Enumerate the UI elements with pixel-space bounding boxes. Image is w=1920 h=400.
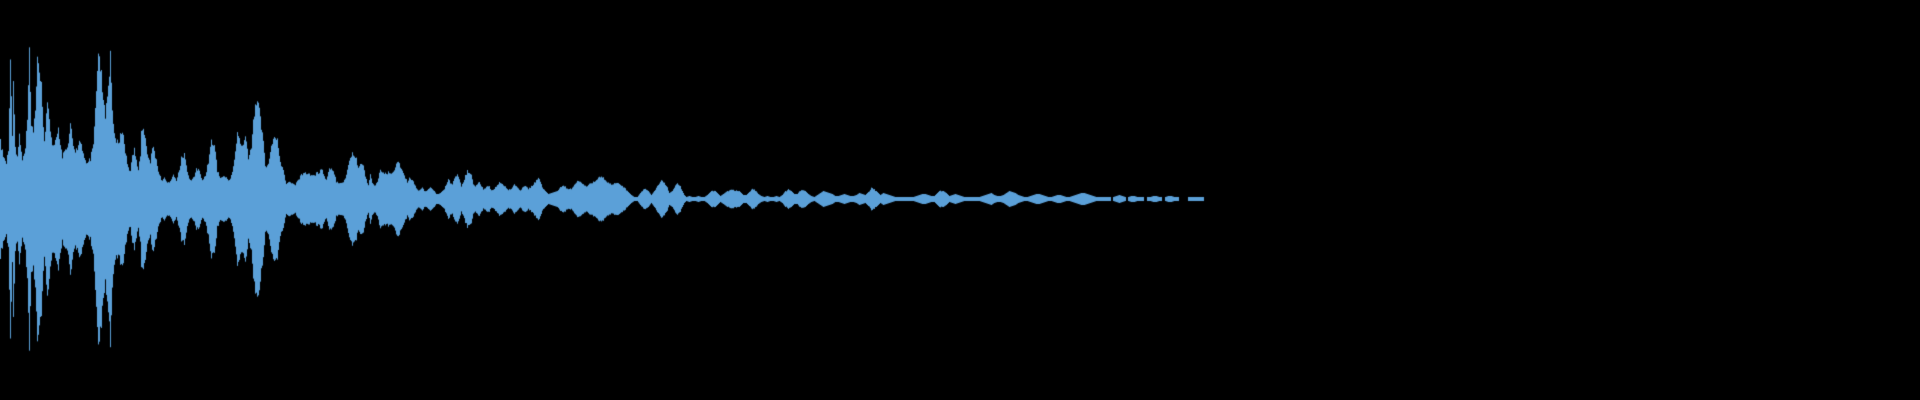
audio-waveform-canvas [0, 0, 1920, 400]
audio-waveform-screen [0, 0, 1920, 400]
